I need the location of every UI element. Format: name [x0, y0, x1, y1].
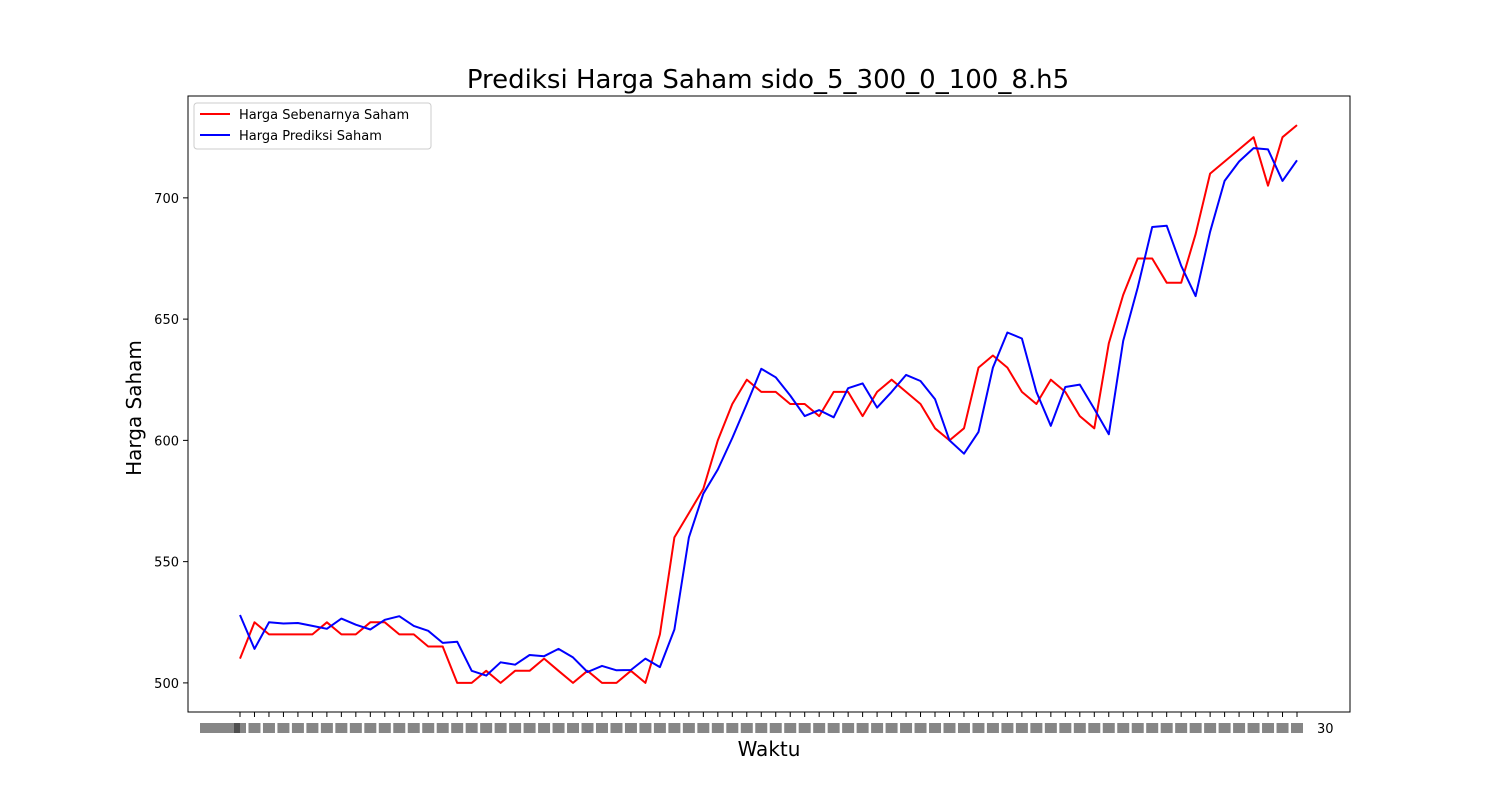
chart-title: Prediksi Harga Saham sido_5_300_0_100_8.…: [467, 65, 1069, 95]
x-tick-label-overlap: [335, 723, 348, 733]
y-tick-label: 700: [154, 192, 179, 207]
x-tick-label-overlap: [291, 723, 304, 733]
y-tick-label: 650: [154, 313, 179, 328]
x-tick-label-overlap: [986, 723, 999, 733]
x-tick-label-overlap: [1073, 723, 1086, 733]
x-tick-label-overlap: [407, 723, 420, 733]
x-tick-label-overlap: [726, 723, 739, 733]
x-tick-label-overlap: [1044, 723, 1057, 733]
legend-box: [193, 102, 432, 150]
x-tick-label-overlap: [1218, 723, 1231, 733]
x-tick-label-overlap: [538, 723, 551, 733]
x-tick-label-last: 30: [1317, 722, 1334, 737]
x-tick-label-overlap: [378, 723, 391, 733]
x-tick-label-overlap: [1001, 723, 1014, 733]
x-tick-label-overlap: [900, 723, 913, 733]
x-tick-label-overlap: [943, 723, 956, 733]
x-tick-label-overlap: [711, 723, 724, 733]
legend: Harga Sebenarnya Saham Harga Prediksi Sa…: [193, 102, 432, 150]
legend-label-actual: Harga Sebenarnya Saham: [239, 108, 409, 123]
x-tick-label-overlap: [248, 723, 261, 733]
series-line-predicted: [239, 147, 1298, 677]
x-tick-label-overlap: [610, 723, 623, 733]
x-tick-label-overlap: [1175, 723, 1188, 733]
x-tick-label-overlap: [1204, 723, 1217, 733]
x-axis: 30: [200, 712, 1334, 737]
x-tick-label-overlap: [364, 723, 377, 733]
y-axis-label: Harga Saham: [122, 340, 146, 476]
x-tick-label-overlap: [277, 723, 290, 733]
legend-label-predicted: Harga Prediksi Saham: [239, 129, 382, 144]
x-tick-label-overlap: [552, 723, 565, 733]
x-tick-label-overlap: [813, 723, 826, 733]
x-tick-label-overlap: [1059, 723, 1072, 733]
y-tick-label: 550: [154, 556, 179, 571]
x-tick-label-overlap: [624, 723, 637, 733]
x-tick-label-overlap: [653, 723, 666, 733]
x-tick-label-overlap: [1102, 723, 1115, 733]
x-tick-label-overlap: [755, 723, 768, 733]
x-tick-label-overlap: [957, 723, 970, 733]
x-tick-label-overlap: [465, 723, 478, 733]
x-tick-label-overlap: [784, 723, 797, 733]
x-tick-label-overlap: [1247, 723, 1260, 733]
x-tick-label-overlap: [1189, 723, 1202, 733]
x-tick-label-overlap: [349, 723, 362, 733]
x-tick-label-overlap: [306, 723, 319, 733]
x-tick-label-overlap: [856, 723, 869, 733]
x-tick-label-overlap: [451, 723, 464, 733]
series-layer: [239, 124, 1298, 684]
y-tick-label: 600: [154, 434, 179, 449]
x-tick-label-overlap: [595, 723, 608, 733]
x-axis-label: Waktu: [738, 737, 801, 761]
x-tick-label-overlap: [697, 723, 710, 733]
x-tick-label-overlap: [393, 723, 406, 733]
x-tick-label-overlap: [668, 723, 681, 733]
y-tick-label: 500: [154, 677, 179, 692]
x-tick-label-overlap: [436, 723, 449, 733]
x-tick-label-overlap: [972, 723, 985, 733]
x-tick-label-overlap: [682, 723, 695, 733]
x-tick-label-overlap: [1233, 723, 1246, 733]
x-tick-label-overlap: [1131, 723, 1144, 733]
plot-area: [187, 95, 1351, 713]
x-tick-label-overlap: [798, 723, 811, 733]
x-tick-label-overlap: [1088, 723, 1101, 733]
x-tick-label-overlap: [1146, 723, 1159, 733]
x-tick-label-overlap: [769, 723, 782, 733]
x-tick-label-overlap: [1262, 723, 1275, 733]
x-tick-label-overlap: [480, 723, 493, 733]
x-tick-label-overlap: [1291, 723, 1303, 733]
x-tick-label-overlap: [639, 723, 652, 733]
x-tick-label-overlap: [842, 723, 855, 733]
x-tick-label-overlap: [422, 723, 435, 733]
x-tick-label-overlap: [885, 723, 898, 733]
x-tick-label-overlap: [827, 723, 840, 733]
x-tick-label-overlap: [1117, 723, 1130, 733]
x-tick-label-overlap: [581, 723, 594, 733]
x-tick-label-overlap: [567, 723, 580, 733]
x-tick-label-overlap: [1276, 723, 1289, 733]
x-tick-label-overlap: [929, 723, 942, 733]
x-tick-label-overlap: [1030, 723, 1043, 733]
x-tick-label-overlap: [871, 723, 884, 733]
x-tick-label-overlap: [494, 723, 507, 733]
series-line-actual: [239, 124, 1298, 684]
x-tick-label-overlap: [914, 723, 927, 733]
x-tick-label-overlap: [509, 723, 522, 733]
x-tick-label-overlap: [1015, 723, 1028, 733]
x-tick-label-overlap: [262, 723, 275, 733]
x-tick-label-overlap: [200, 723, 240, 733]
x-tick-label-overlap: [1160, 723, 1173, 733]
x-tick-label-overlap: [523, 723, 536, 733]
y-axis: 500 550 600 650 700: [154, 192, 188, 692]
x-tick-label-overlap: [320, 723, 333, 733]
x-tick-label-overlap: [740, 723, 753, 733]
